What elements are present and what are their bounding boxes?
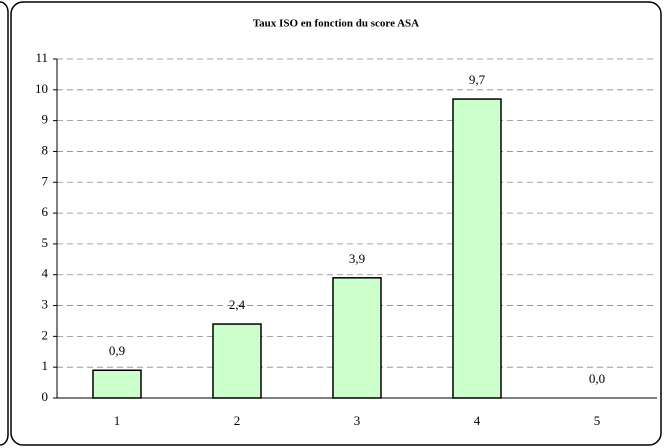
y-tick-label: 1 xyxy=(42,358,49,373)
bar xyxy=(92,369,142,399)
value-label: 3,9 xyxy=(349,251,365,266)
chart-title: Taux ISO en fonction du score ASA xyxy=(253,18,419,30)
y-tick-label: 5 xyxy=(42,235,49,250)
y-tick-label: 0 xyxy=(42,389,49,404)
value-label: 9,7 xyxy=(469,72,486,87)
y-tick-label: 2 xyxy=(42,327,49,342)
x-tick-label: 4 xyxy=(474,413,481,428)
y-tick-label: 8 xyxy=(42,142,49,157)
y-tick-label: 6 xyxy=(42,204,49,219)
y-tick-label: 4 xyxy=(42,266,49,281)
bar xyxy=(212,323,262,399)
bar xyxy=(452,98,502,399)
y-tick-label: 7 xyxy=(42,173,49,188)
value-label: 2,4 xyxy=(229,297,246,312)
x-tick-label: 5 xyxy=(594,413,601,428)
side-frame xyxy=(0,1,9,446)
x-tick-label: 1 xyxy=(114,413,121,428)
y-tick-label: 11 xyxy=(35,50,48,65)
value-label: 0,0 xyxy=(589,371,605,386)
bar xyxy=(332,277,382,399)
y-tick-label: 3 xyxy=(42,297,49,312)
x-tick-label: 2 xyxy=(234,413,241,428)
value-label: 0,9 xyxy=(109,343,125,358)
y-tick-label: 10 xyxy=(35,81,48,96)
x-tick-label: 3 xyxy=(354,413,361,428)
y-tick-label: 9 xyxy=(42,112,49,127)
